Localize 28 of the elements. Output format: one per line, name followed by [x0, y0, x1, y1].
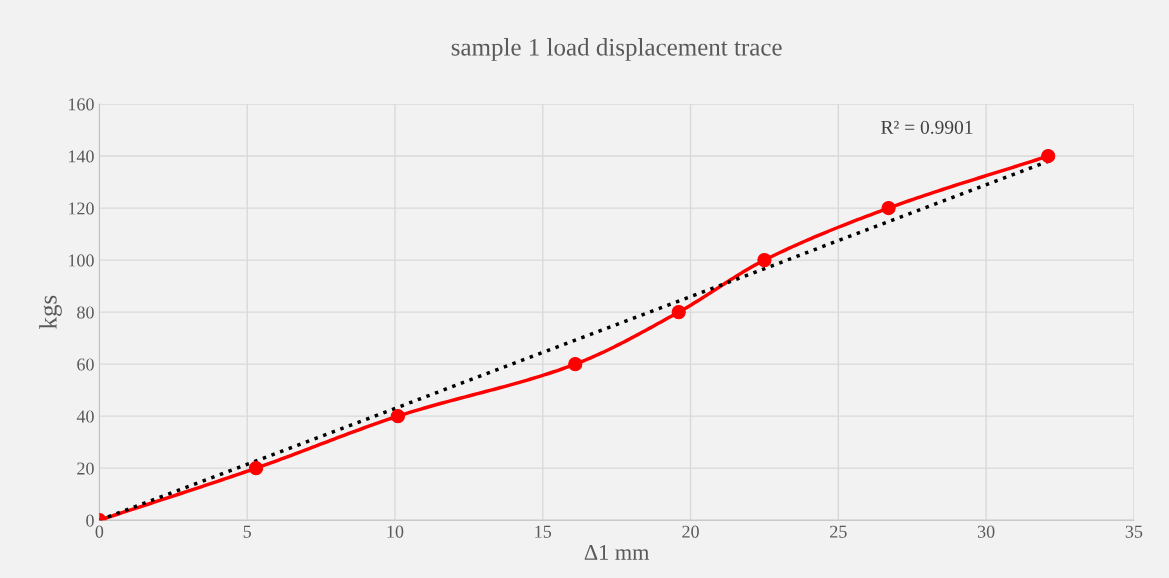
point	[568, 357, 583, 372]
point	[390, 409, 406, 424]
x-tick-label: 10	[387, 525, 404, 538]
point	[248, 461, 264, 476]
x-tick-label: 5	[243, 525, 251, 538]
y-tick-label: 60	[77, 358, 94, 371]
annotation: R² = 0.9901	[881, 120, 973, 134]
x-tick-label: 30	[977, 525, 995, 538]
y-tick-label: 120	[69, 202, 94, 215]
y-tick-label: 100	[69, 254, 94, 267]
y-tick-label: 160	[69, 98, 94, 111]
x-tick-label: 0	[95, 525, 104, 538]
x-tick-label: 15	[535, 525, 552, 538]
y-tick-label: 80	[77, 306, 94, 319]
x-axis-title: Δ1 mm	[584, 544, 650, 560]
chart-title: sample 1 load displacement trace	[451, 38, 782, 61]
x-tick-label: 35	[1125, 525, 1143, 538]
point	[757, 252, 772, 268]
point	[671, 305, 686, 320]
point	[1041, 148, 1056, 164]
x-tick-label: 25	[830, 525, 847, 538]
y-tick-label: 0	[86, 514, 94, 527]
y-tick-label: 140	[69, 150, 94, 163]
y-tick-label: 40	[76, 410, 94, 423]
y-tick-label: 20	[77, 462, 94, 475]
point	[881, 200, 896, 216]
x-tick-label: 20	[682, 525, 699, 538]
y-axis-title: kgs	[39, 295, 62, 330]
